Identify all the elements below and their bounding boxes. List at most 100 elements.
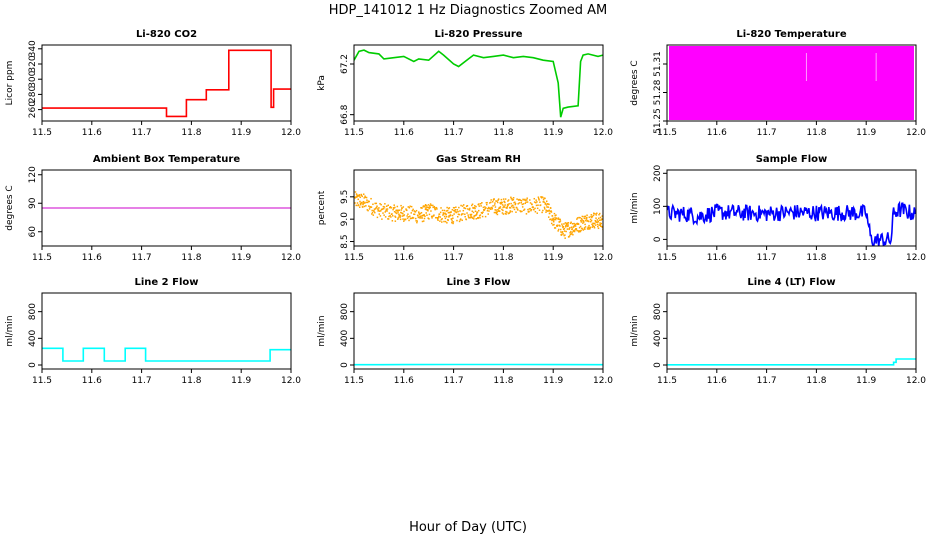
data-point	[358, 194, 361, 197]
x-tick-label: 11.8	[493, 253, 513, 263]
data-point	[573, 230, 576, 233]
data-point	[512, 198, 515, 201]
data-point	[428, 218, 430, 220]
data-point	[384, 203, 386, 205]
data-point	[543, 206, 546, 209]
data-point	[521, 206, 524, 208]
y-axis-label: ml/min	[630, 315, 640, 346]
data-point	[599, 222, 601, 224]
data-point	[554, 217, 556, 219]
figure-title: HDP_141012 1 Hz Diagnostics Zoomed AM	[329, 3, 608, 18]
data-point	[440, 218, 443, 221]
data-point	[446, 222, 448, 224]
data-point	[533, 201, 536, 203]
data-point	[586, 216, 588, 219]
data-point	[542, 209, 544, 212]
data-point	[546, 206, 548, 208]
data-point	[448, 207, 451, 209]
data-point	[496, 211, 498, 213]
data-point	[491, 208, 493, 210]
data-point	[520, 199, 523, 202]
x-tick-label: 11.9	[856, 376, 876, 386]
x-tick-label: 11.6	[82, 376, 102, 386]
data-point	[419, 215, 421, 217]
panel-title: Li-820 CO2	[136, 29, 197, 40]
data-point	[472, 217, 474, 219]
y-tick-label: 51.28	[653, 79, 663, 105]
data-point	[464, 207, 467, 210]
data-point	[355, 193, 358, 195]
y-tick-label: 67.2	[340, 54, 350, 74]
data-point	[572, 230, 574, 233]
data-point	[475, 218, 478, 220]
data-point	[419, 212, 422, 215]
data-point	[451, 209, 454, 211]
data-point	[422, 205, 425, 207]
panel-title: Gas Stream RH	[436, 154, 521, 165]
data-point	[573, 222, 575, 225]
data-point	[496, 201, 499, 204]
data-point	[418, 217, 421, 219]
data-point	[391, 220, 394, 222]
data-point	[514, 201, 516, 204]
data-point	[510, 196, 512, 199]
data-point	[493, 211, 496, 214]
data-point	[502, 198, 505, 200]
data-point	[594, 224, 597, 226]
data-point	[595, 217, 597, 219]
data-point	[561, 231, 564, 233]
data-point	[550, 222, 553, 225]
data-point	[362, 202, 364, 205]
data-point	[571, 232, 573, 234]
data-point	[548, 203, 550, 206]
data-point	[371, 211, 374, 214]
data-point	[413, 213, 416, 216]
data-point	[574, 225, 577, 227]
data-point	[563, 227, 566, 230]
data-point	[568, 228, 571, 230]
data-point	[561, 225, 564, 227]
data-point	[569, 226, 571, 229]
data-point	[493, 198, 495, 200]
data-point	[533, 197, 536, 200]
data-point	[577, 230, 580, 232]
x-tick-label: 11.5	[344, 128, 364, 138]
data-point	[569, 222, 572, 225]
data-point	[459, 218, 462, 220]
plot-frame	[666, 292, 917, 370]
data-point	[439, 220, 441, 222]
data-point	[394, 216, 397, 218]
data-point	[368, 200, 370, 203]
x-tick-label: 11.9	[543, 128, 563, 138]
data-point	[428, 207, 430, 210]
data-point	[471, 216, 473, 219]
series-line	[42, 49, 291, 118]
data-point	[434, 208, 437, 211]
data-point	[556, 224, 559, 227]
data-point	[403, 214, 406, 216]
data-point	[364, 196, 367, 199]
data-point	[447, 211, 450, 214]
plot-frame	[353, 169, 604, 247]
data-point	[549, 210, 551, 212]
data-point	[502, 213, 505, 215]
y-tick-label: 60	[28, 226, 38, 238]
data-point	[583, 215, 585, 218]
y-tick-label: 66.8	[340, 104, 350, 124]
data-point	[418, 212, 420, 215]
data-point	[489, 207, 491, 209]
data-point	[598, 213, 600, 216]
data-point	[504, 201, 506, 204]
data-point	[601, 218, 603, 220]
data-point	[443, 209, 446, 212]
y-tick-label: 800	[28, 303, 38, 320]
x-tick-label: 11.8	[806, 376, 826, 386]
data-point	[456, 209, 459, 211]
data-point	[363, 202, 366, 204]
y-tick-label: 0	[653, 362, 663, 368]
data-point	[458, 220, 461, 223]
x-tick-label: 11.8	[806, 128, 826, 138]
data-point	[402, 212, 404, 215]
data-point	[385, 210, 387, 212]
data-point	[472, 207, 475, 209]
